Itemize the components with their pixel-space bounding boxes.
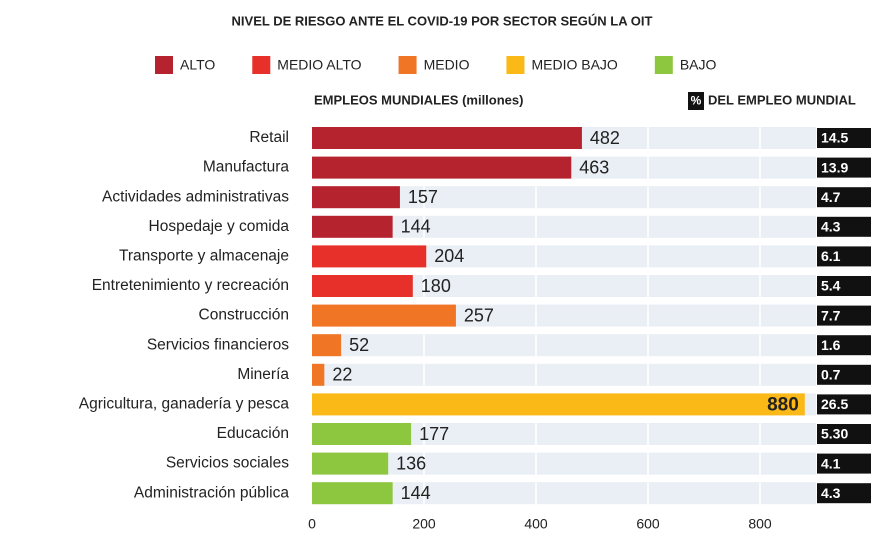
value-label: 144 xyxy=(401,483,431,503)
value-label: 157 xyxy=(408,187,438,207)
row-background xyxy=(312,482,816,505)
bar xyxy=(312,304,456,327)
bar xyxy=(312,452,389,475)
value-label: 880 xyxy=(767,394,799,415)
x-tick-label: 0 xyxy=(308,516,316,532)
row-background xyxy=(312,363,816,386)
share-box xyxy=(817,364,871,385)
share-box xyxy=(817,335,871,356)
bar xyxy=(312,482,393,505)
share-label: 26.5 xyxy=(821,396,848,412)
share-box xyxy=(817,483,871,504)
value-label: 204 xyxy=(434,246,464,266)
value-label: 136 xyxy=(396,453,426,473)
category-label: Entretenimiento y recreación xyxy=(92,277,289,294)
share-label: 5.4 xyxy=(821,278,841,294)
legend-swatch xyxy=(654,56,673,74)
share-header: DEL EMPLEO MUNDIAL xyxy=(708,92,856,107)
row-background xyxy=(312,186,816,209)
share-label: 4.3 xyxy=(821,219,841,235)
category-label: Transporte y almacenaje xyxy=(119,247,289,264)
bar xyxy=(312,215,393,238)
category-label: Minería xyxy=(237,366,289,383)
share-box xyxy=(817,424,871,444)
value-label: 257 xyxy=(464,305,494,325)
row-background xyxy=(312,334,816,357)
share-box xyxy=(817,128,871,148)
share-box xyxy=(817,246,871,267)
share-label: 4.1 xyxy=(821,455,841,471)
row-background xyxy=(312,275,816,297)
share-box xyxy=(817,453,871,474)
share-box xyxy=(817,216,871,237)
chart-title: NIVEL DE RIESGO ANTE EL COVID-19 POR SEC… xyxy=(232,13,653,28)
x-tick-label: 200 xyxy=(412,516,436,532)
share-box xyxy=(817,187,871,208)
category-label: Servicios financieros xyxy=(147,336,289,353)
row-background xyxy=(312,452,816,475)
value-label: 482 xyxy=(590,128,620,148)
share-label: 13.9 xyxy=(821,159,848,175)
legend-label: BAJO xyxy=(680,57,717,73)
legend-swatch xyxy=(155,56,173,74)
row-background xyxy=(312,245,816,268)
category-label: Manufactura xyxy=(203,159,290,176)
bar xyxy=(312,186,400,209)
category-label: Servicios sociales xyxy=(166,455,289,472)
bar xyxy=(312,245,427,268)
share-label: 14.5 xyxy=(821,130,848,146)
category-label: Construcción xyxy=(199,307,289,324)
share-label: 7.7 xyxy=(821,307,841,323)
value-label: 22 xyxy=(332,365,352,385)
legend-label: MEDIO ALTO xyxy=(277,57,361,73)
x-tick-label: 800 xyxy=(748,516,772,532)
x-tick-label: 400 xyxy=(524,516,548,532)
share-label: 1.6 xyxy=(821,337,841,353)
share-box xyxy=(817,276,871,296)
share-label: 6.1 xyxy=(821,248,841,264)
share-header-box xyxy=(688,92,704,110)
category-label: Administración pública xyxy=(134,484,289,501)
share-label: 0.7 xyxy=(821,367,841,383)
category-label: Retail xyxy=(249,129,289,146)
value-label: 144 xyxy=(401,217,431,237)
category-label: Actividades administrativas xyxy=(102,188,289,205)
legend-swatch xyxy=(252,56,271,74)
share-label: 5.30 xyxy=(821,426,848,442)
share-label: 4.7 xyxy=(821,189,841,205)
bar xyxy=(312,393,805,416)
bar xyxy=(312,334,342,357)
share-label: 4.3 xyxy=(821,485,841,501)
legend-swatch xyxy=(506,56,525,74)
x-tick-label: 600 xyxy=(636,516,660,532)
value-label: 463 xyxy=(579,157,609,177)
share-box xyxy=(817,157,871,178)
category-label: Educación xyxy=(217,425,289,442)
row-background xyxy=(312,215,816,238)
bar xyxy=(312,127,582,149)
row-background xyxy=(312,423,816,445)
value-label: 180 xyxy=(421,276,451,296)
share-header-symbol: % xyxy=(691,94,702,108)
value-label: 52 xyxy=(349,335,369,355)
legend-label: MEDIO xyxy=(424,57,470,73)
bar xyxy=(312,363,325,386)
legend-swatch xyxy=(398,56,417,74)
share-box xyxy=(817,394,871,415)
category-label: Hospedaje y comida xyxy=(149,218,290,235)
legend-label: MEDIO BAJO xyxy=(531,57,617,73)
bar xyxy=(312,275,413,297)
x-axis-label: EMPLEOS MUNDIALES (millones) xyxy=(314,92,523,107)
share-box xyxy=(817,305,871,326)
value-label: 177 xyxy=(419,424,449,444)
legend-label: ALTO xyxy=(180,57,215,73)
category-label: Agricultura, ganadería y pesca xyxy=(79,395,290,412)
bar xyxy=(312,156,572,179)
bar xyxy=(312,423,412,445)
